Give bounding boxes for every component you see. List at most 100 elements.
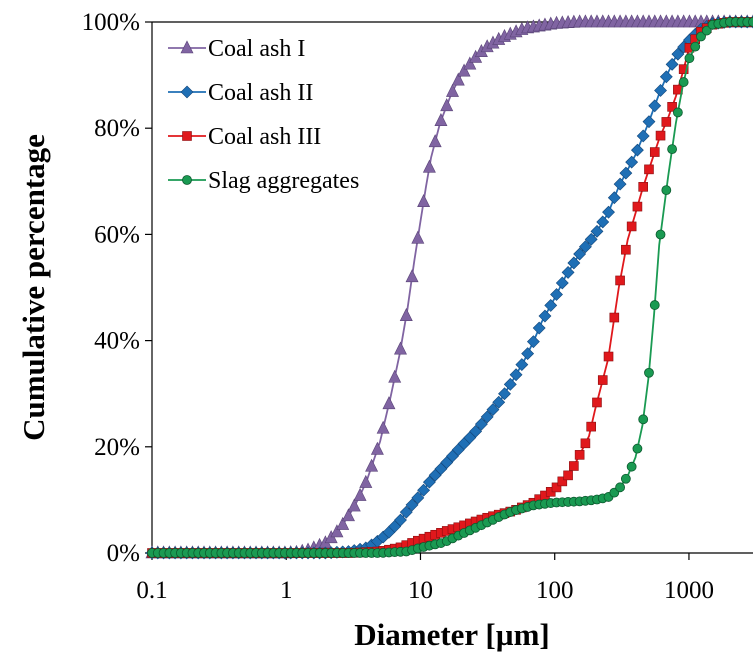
data-point: [180, 40, 194, 54]
data-point: [480, 410, 494, 424]
data-point: [655, 130, 666, 141]
data-point: [180, 85, 194, 99]
data-point: [678, 77, 689, 87]
x-tick-label: 1000: [664, 577, 714, 604]
data-point: [615, 482, 625, 493]
data-point: [684, 53, 695, 64]
series-slag-aggregates: [147, 17, 753, 558]
data-point: [632, 443, 643, 454]
data-point: [526, 335, 540, 349]
data-point: [620, 473, 631, 484]
data-point: [636, 129, 650, 143]
data-point: [550, 288, 563, 301]
y-tick-label: 80%: [94, 115, 140, 142]
data-point: [428, 134, 442, 148]
data-point: [569, 461, 579, 471]
data-point: [580, 438, 591, 449]
legend-item: Coal ash III: [168, 124, 321, 150]
data-point: [586, 421, 596, 432]
data-point: [394, 513, 407, 527]
data-point: [573, 247, 587, 261]
legend-item: Coal ash I: [168, 36, 305, 62]
data-point: [561, 265, 575, 279]
data-point: [405, 498, 419, 512]
data-point: [417, 483, 431, 497]
data-point: [486, 403, 500, 417]
data-point: [649, 147, 660, 157]
data-point: [584, 232, 598, 246]
data-point: [182, 131, 192, 141]
y-tick-label: 0%: [107, 540, 140, 567]
data-point: [603, 351, 614, 362]
data-point: [388, 369, 402, 383]
data-point: [417, 194, 431, 207]
data-point: [551, 482, 562, 493]
data-point: [619, 166, 633, 180]
data-point: [341, 508, 355, 522]
data-point: [638, 182, 649, 192]
data-point: [607, 191, 621, 205]
data-point: [457, 63, 471, 77]
data-point: [644, 164, 654, 175]
data-point: [440, 98, 454, 112]
y-tick-label: 60%: [94, 221, 140, 248]
data-point: [748, 17, 753, 27]
data-point: [515, 358, 529, 372]
data-point: [654, 84, 667, 97]
data-point: [626, 221, 637, 232]
data-point: [655, 229, 666, 240]
data-point: [602, 205, 615, 219]
data-point: [644, 367, 654, 378]
data-point: [330, 524, 344, 538]
data-point: [394, 341, 407, 355]
x-tick-label: 10: [408, 577, 433, 604]
data-point: [532, 321, 546, 335]
data-point: [469, 424, 483, 438]
data-point: [578, 240, 592, 254]
data-point: [347, 498, 361, 512]
data-point: [474, 417, 488, 431]
data-point: [422, 475, 436, 489]
x-tick-label: 1: [280, 577, 293, 604]
y-axis-title: Cumulative percentage: [16, 134, 51, 441]
data-point: [590, 224, 604, 238]
y-tick-label: 40%: [94, 328, 140, 355]
data-point: [365, 458, 379, 472]
data-point: [626, 461, 637, 472]
x-tick-label: 100: [536, 577, 574, 604]
data-point: [463, 56, 477, 70]
data-point: [376, 420, 390, 434]
data-point: [574, 450, 585, 460]
data-point: [672, 107, 683, 118]
data-point: [509, 368, 523, 382]
data-point: [567, 256, 581, 270]
data-point: [182, 175, 192, 185]
data-point: [399, 308, 413, 321]
data-point: [498, 387, 511, 401]
data-point: [649, 300, 660, 310]
legend-label: Coal ash I: [208, 36, 305, 62]
data-point: [557, 476, 568, 487]
data-point: [555, 276, 569, 290]
data-point: [648, 99, 662, 113]
data-point: [411, 230, 425, 244]
data-point: [690, 41, 701, 52]
legend-label: Slag aggregates: [208, 168, 359, 194]
data-point: [370, 441, 384, 455]
data-point: [597, 375, 608, 385]
data-point: [678, 64, 689, 74]
data-point: [446, 83, 459, 97]
data-point: [642, 115, 656, 129]
data-point: [399, 505, 413, 519]
series-layer: [145, 14, 753, 560]
data-point: [661, 117, 672, 127]
data-point: [609, 312, 620, 323]
data-point: [701, 25, 712, 36]
legend-label: Coal ash II: [208, 80, 313, 106]
x-tick-label: 0.1: [136, 577, 167, 604]
data-point: [411, 491, 425, 505]
y-tick-label: 20%: [94, 434, 140, 461]
data-point: [665, 57, 679, 71]
data-point: [596, 215, 610, 229]
